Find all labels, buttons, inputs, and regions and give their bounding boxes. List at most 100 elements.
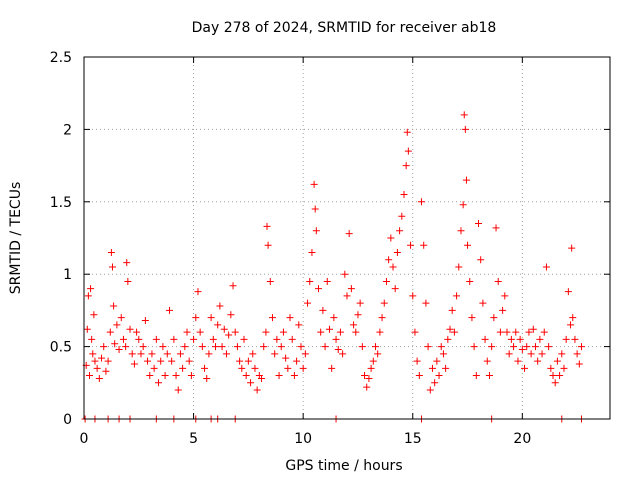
data-point: [90, 311, 98, 319]
data-point: [83, 325, 91, 333]
data-point: [496, 328, 504, 336]
data-point: [263, 222, 271, 230]
data-point: [301, 350, 309, 358]
data-point: [363, 383, 371, 391]
data-point: [315, 285, 323, 293]
x-tick-label: 20: [513, 431, 531, 447]
data-point: [89, 350, 97, 358]
data-point: [196, 328, 204, 336]
data-point: [485, 372, 493, 380]
data-point: [374, 350, 382, 358]
data-point: [123, 259, 131, 267]
data-point: [387, 234, 395, 242]
data-point: [470, 343, 478, 351]
chart-title: Day 278 of 2024, SRMTID for receiver ab1…: [192, 20, 497, 36]
data-point: [389, 263, 397, 271]
data-point: [325, 325, 333, 333]
data-point: [492, 224, 500, 232]
data-point: [229, 282, 237, 290]
x-tick-label: 15: [404, 431, 422, 447]
data-point: [247, 379, 255, 387]
data-point: [435, 372, 443, 380]
data-point: [424, 343, 432, 351]
data-points: [81, 111, 586, 423]
data-point: [220, 325, 228, 333]
data-point: [115, 345, 123, 353]
data-point: [203, 374, 211, 382]
data-point: [295, 321, 303, 329]
data-point: [185, 357, 193, 365]
data-point: [113, 321, 121, 329]
data-point: [512, 328, 520, 336]
data-point: [422, 299, 430, 307]
data-point: [505, 350, 513, 358]
data-point: [286, 314, 294, 322]
data-point: [317, 328, 325, 336]
data-point: [490, 314, 498, 322]
data-point: [518, 345, 526, 353]
data-point: [157, 357, 165, 365]
data-point: [110, 302, 118, 310]
x-tick-label: 10: [294, 431, 312, 447]
data-point: [367, 364, 375, 372]
data-point: [172, 372, 180, 380]
data-point: [358, 343, 366, 351]
data-point: [575, 360, 583, 368]
data-point: [564, 288, 572, 296]
data-point: [133, 328, 141, 336]
data-point: [479, 299, 487, 307]
data-point: [258, 374, 266, 382]
data-point: [398, 212, 406, 220]
data-point: [415, 372, 423, 380]
data-point: [328, 364, 336, 372]
data-point: [100, 343, 108, 351]
data-point: [277, 343, 285, 351]
data-point: [161, 372, 169, 380]
data-point: [439, 350, 447, 358]
data-point: [499, 306, 507, 314]
data-point: [290, 372, 298, 380]
data-point: [266, 277, 274, 285]
data-point: [312, 227, 320, 235]
data-point: [407, 241, 415, 249]
data-point: [102, 367, 110, 375]
data-point: [268, 314, 276, 322]
grid: [84, 57, 610, 419]
data-point: [244, 357, 252, 365]
data-point: [356, 299, 364, 307]
data-point: [332, 335, 340, 343]
data-point: [181, 343, 189, 351]
data-point: [426, 386, 434, 394]
data-point: [573, 350, 581, 358]
data-point: [354, 311, 362, 319]
y-tick-label: 0.5: [50, 340, 72, 356]
data-point: [88, 335, 96, 343]
data-point: [170, 335, 178, 343]
data-point: [207, 314, 215, 322]
data-point: [176, 350, 184, 358]
data-point: [84, 292, 92, 300]
data-point: [135, 335, 143, 343]
data-point: [378, 314, 386, 322]
data-point: [168, 357, 176, 365]
data-point: [240, 335, 248, 343]
data-point: [462, 176, 470, 184]
data-point: [198, 343, 206, 351]
data-point: [227, 311, 235, 319]
data-point: [148, 350, 156, 358]
data-point: [321, 343, 329, 351]
data-point: [553, 357, 561, 365]
data-point: [233, 343, 241, 351]
data-point: [488, 343, 496, 351]
data-point: [174, 386, 182, 394]
data-point: [442, 364, 450, 372]
data-point: [376, 328, 384, 336]
data-point: [459, 201, 467, 209]
data-point: [393, 248, 401, 256]
data-point: [457, 227, 465, 235]
data-point: [91, 357, 99, 365]
data-point: [433, 357, 441, 365]
data-point: [371, 343, 379, 351]
data-point: [218, 343, 226, 351]
